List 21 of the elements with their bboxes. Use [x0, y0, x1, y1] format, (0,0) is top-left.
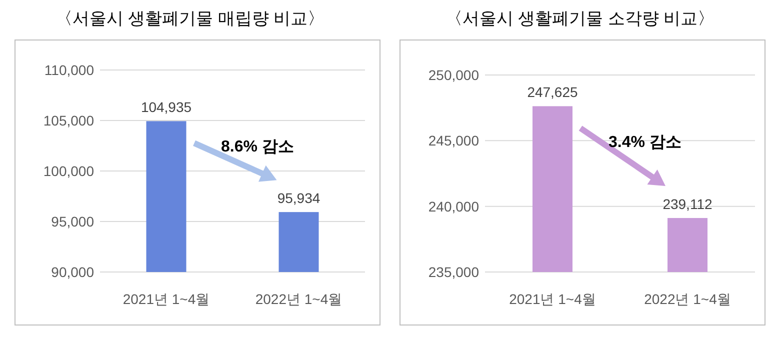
x-tick-label: 2021년 1~4월 [509, 291, 596, 307]
data-label: 247,625 [527, 84, 578, 100]
data-label: 95,934 [277, 190, 320, 206]
y-tick-label: 105,000 [43, 112, 94, 128]
annotation: 8.6% 감소 [221, 138, 294, 156]
y-tick-label: 235,000 [428, 264, 480, 280]
y-tick-label: 240,000 [428, 198, 480, 214]
annotation: 3.4% 감소 [608, 134, 682, 152]
chart-title: 〈서울시 생활폐기물 매립량 비교〉 [55, 9, 325, 28]
y-tick-label: 90,000 [51, 264, 94, 280]
x-tick-label: 2022년 1~4월 [255, 291, 342, 307]
data-label: 239,112 [662, 196, 712, 212]
y-tick-label: 100,000 [43, 163, 94, 179]
y-tick-label: 95,000 [51, 214, 94, 230]
y-tick-label: 245,000 [428, 132, 480, 149]
data-label: 104,935 [140, 99, 192, 116]
x-tick-label: 2022년 1~4월 [644, 291, 731, 307]
chart-title: 〈서울시 생활폐기물 소각량 비교〉 [445, 9, 715, 28]
y-tick-label: 250,000 [428, 67, 480, 83]
y-tick-label: 110,000 [44, 62, 94, 78]
x-tick-label: 2021년 1~4월 [122, 291, 210, 307]
